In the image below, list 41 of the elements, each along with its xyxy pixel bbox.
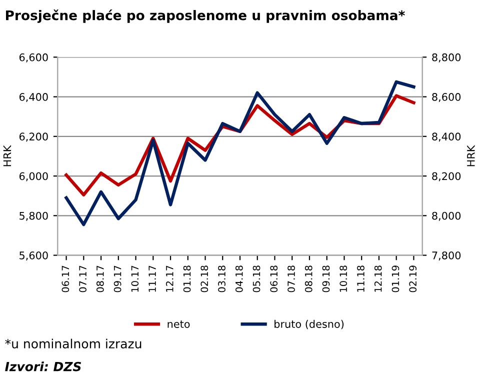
x-tick-label: 04.18 (235, 266, 243, 292)
x-tick-label: 01.19 (392, 266, 400, 292)
y-axis-title: HRK (3, 145, 12, 166)
line-series (64, 80, 416, 226)
x-tick-label: 08.18 (304, 266, 312, 292)
y2-tick-label: 7,800 (432, 251, 461, 260)
y-tick-label: 6,400 (19, 93, 48, 102)
y-tick-label: 5,800 (20, 212, 48, 221)
y-tick-label: 6,200 (19, 132, 48, 142)
x-tick-label: 01.18 (183, 266, 191, 292)
text: *u nominalnom izrazu (5, 338, 142, 348)
x-tick-label: 06.18 (270, 266, 278, 292)
y2-tick-label: 8,600 (432, 93, 461, 102)
y-tick-label: 5,600 (20, 251, 48, 260)
chart-title: Prosječne plaće po zaposlenome u pravnim osobama* (6, 10, 405, 23)
y2-tick-label: 8,400 (432, 132, 461, 142)
y2-tick-label: 8,800 (432, 53, 461, 62)
legend-label: neto (168, 320, 190, 328)
x-tick-label: 09.18 (322, 266, 330, 292)
y2-tick-label: 8,200 (432, 172, 461, 182)
text: Izvori: DZS (5, 362, 82, 372)
x-tick-label: 07.17 (79, 266, 86, 292)
x-tick-label: 10.18 (340, 266, 348, 292)
x-tick-label: 03.18 (218, 266, 226, 292)
x-tick-label: 06.17 (62, 266, 70, 292)
y2-axis-title: HRK (467, 145, 475, 166)
y-tick-label: 6,000 (19, 172, 48, 182)
x-tick-label: 11.18 (357, 266, 364, 292)
x-tick-label: 05.18 (252, 266, 260, 292)
x-tick-label: 09.17 (114, 266, 122, 292)
x-tick-label: 02.19 (409, 266, 417, 292)
x-tick-label: 10.17 (131, 266, 139, 292)
x-tick-label: 08.17 (96, 266, 104, 292)
x-tick-label: 11.17 (148, 266, 156, 292)
y-tick-label: 6,600 (19, 53, 48, 62)
x-tick-label: 02.18 (200, 266, 208, 292)
y2-tick-label: 8,000 (432, 212, 461, 221)
x-tick-label: 12.18 (374, 266, 382, 292)
x-tick-label: 07.18 (288, 266, 295, 292)
legend-label: bruto (desno) (274, 320, 344, 330)
x-tick-label: 12.17 (166, 266, 174, 292)
